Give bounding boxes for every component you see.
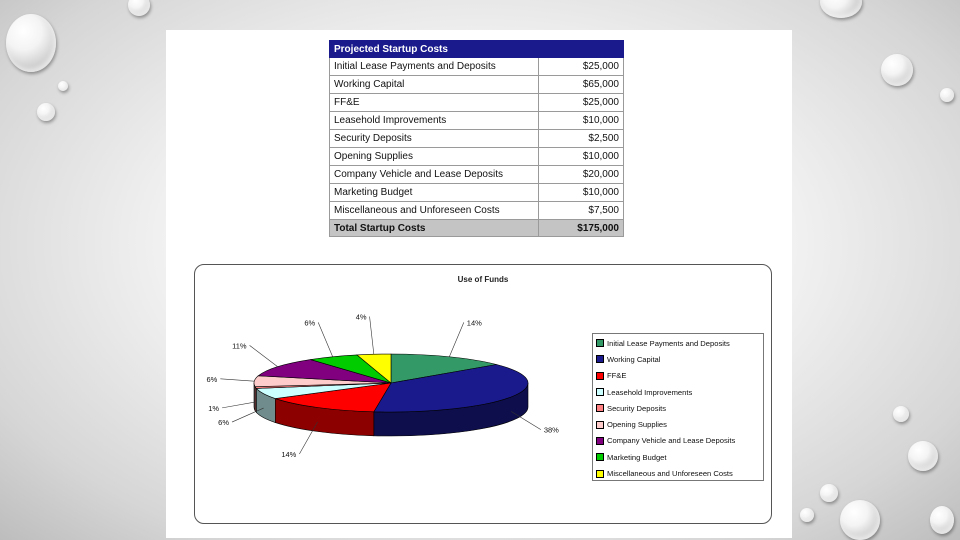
legend-swatch	[596, 371, 604, 380]
legend-item: FF&E	[596, 368, 760, 384]
pie-slice	[275, 382, 392, 413]
water-drop	[128, 0, 150, 16]
legend-label: Working Capital	[607, 354, 661, 364]
label-leader-line	[299, 421, 318, 455]
row-value: $10,000	[538, 147, 624, 166]
water-drop	[940, 88, 954, 102]
table-row: Security Deposits $2,500	[329, 129, 624, 148]
legend-swatch	[596, 339, 604, 348]
legend-swatch	[596, 355, 604, 364]
water-drop	[820, 484, 838, 502]
pie-slice	[373, 364, 529, 413]
row-value: $20,000	[538, 165, 624, 184]
row-label: Leasehold Improvements	[329, 111, 539, 130]
slice-data-label: 6%	[206, 375, 217, 384]
water-drop	[820, 0, 862, 18]
legend-item: Company Vehicle and Lease Deposits	[596, 433, 760, 449]
legend-item: Security Deposits	[596, 400, 760, 416]
water-drop	[908, 441, 938, 471]
pie-slice	[390, 353, 497, 384]
slice-data-label: 14%	[467, 318, 482, 327]
row-label: Marketing Budget	[329, 183, 539, 202]
label-leader-line	[220, 378, 255, 382]
water-drop	[893, 406, 909, 422]
row-value: $25,000	[538, 93, 624, 112]
legend-label: Opening Supplies	[607, 420, 667, 430]
table-header: Projected Startup Costs	[329, 40, 539, 58]
row-value: $10,000	[538, 111, 624, 130]
row-label: Initial Lease Payments and Deposits	[329, 57, 539, 76]
legend-label: Marketing Budget	[607, 452, 667, 462]
row-label: Opening Supplies	[329, 147, 539, 166]
legend-item: Marketing Budget	[596, 449, 760, 465]
legend-item: Leasehold Improvements	[596, 384, 760, 400]
label-leader-line	[449, 322, 465, 357]
legend-label: Company Vehicle and Lease Deposits	[607, 436, 736, 446]
table-total-row: Total Startup Costs $175,000	[329, 219, 624, 237]
slice-data-label: 1%	[208, 404, 219, 413]
table-row: FF&E $25,000	[329, 93, 624, 112]
slice-data-label: 38%	[544, 426, 559, 435]
water-drop	[840, 500, 880, 540]
legend-swatch	[596, 388, 604, 397]
row-label: Miscellaneous and Unforeseen Costs	[329, 201, 539, 220]
table-row: Company Vehicle and Lease Deposits $20,00…	[329, 165, 624, 184]
chart-legend: Initial Lease Payments and Deposits Worki…	[592, 333, 764, 481]
table-row: Opening Supplies $10,000	[329, 147, 624, 166]
legend-item: Initial Lease Payments and Deposits	[596, 335, 760, 351]
row-label: FF&E	[329, 93, 539, 112]
row-label: Security Deposits	[329, 129, 539, 148]
legend-swatch	[596, 404, 604, 413]
legend-label: Security Deposits	[607, 403, 667, 413]
label-leader-line	[231, 407, 264, 423]
table-row: Initial Lease Payments and Deposits $25,0…	[329, 57, 624, 76]
chart-title: Use of Funds	[457, 275, 509, 284]
row-value: $7,500	[538, 201, 624, 220]
table-row: Working Capital $65,000	[329, 75, 624, 94]
row-label: Company Vehicle and Lease Deposits	[329, 165, 539, 184]
legend-item: Opening Supplies	[596, 416, 760, 432]
row-value: $10,000	[538, 183, 624, 202]
pie-chart: 14% 38% 14% 6% 1% 6% 11% 6% 4%	[206, 313, 559, 459]
label-leader-line	[369, 316, 375, 355]
legend-item: Working Capital	[596, 351, 760, 367]
water-drop	[881, 54, 913, 86]
label-leader-line	[510, 411, 542, 430]
slice-data-label: 6%	[304, 318, 315, 327]
table-row: Miscellaneous and Unforeseen Costs $7,500	[329, 201, 624, 220]
water-drop	[58, 81, 68, 91]
water-drop	[800, 508, 814, 522]
row-value: $25,000	[538, 57, 624, 76]
table-row: Marketing Budget $10,000	[329, 183, 624, 202]
table-header-blank	[538, 40, 624, 58]
row-label: Working Capital	[329, 75, 539, 94]
label-leader-line	[317, 322, 333, 357]
legend-label: Leasehold Improvements	[607, 387, 693, 397]
label-leader-line	[249, 345, 278, 367]
use-of-funds-chart: Use of Funds 14% 38% 14% 6% 1% 6% 11% 6% 4% Init…	[194, 264, 772, 524]
legend-item: Miscellaneous and Unforeseen Costs	[596, 465, 760, 481]
table-header-row: Projected Startup Costs	[329, 40, 624, 58]
label-leader-line	[222, 401, 256, 409]
legend-label: Miscellaneous and Unforeseen Costs	[607, 469, 733, 479]
legend-swatch	[596, 453, 604, 462]
water-drop	[930, 506, 954, 534]
slice-data-label: 14%	[281, 450, 296, 459]
water-drop	[6, 14, 56, 72]
startup-costs-table: Projected Startup Costs Initial Lease Pa…	[329, 40, 624, 237]
legend-swatch	[596, 420, 604, 429]
row-value: $2,500	[538, 129, 624, 148]
slice-data-label: 6%	[218, 418, 229, 427]
row-value: $65,000	[538, 75, 624, 94]
total-label: Total Startup Costs	[329, 219, 539, 237]
legend-swatch	[596, 436, 604, 445]
legend-swatch	[596, 469, 604, 478]
legend-label: FF&E	[607, 371, 627, 381]
legend-label: Initial Lease Payments and Deposits	[607, 338, 730, 348]
total-value: $175,000	[538, 219, 624, 237]
table-row: Leasehold Improvements $10,000	[329, 111, 624, 130]
water-drop	[37, 103, 55, 121]
slice-data-label: 4%	[356, 313, 367, 322]
slice-data-label: 11%	[232, 341, 247, 350]
